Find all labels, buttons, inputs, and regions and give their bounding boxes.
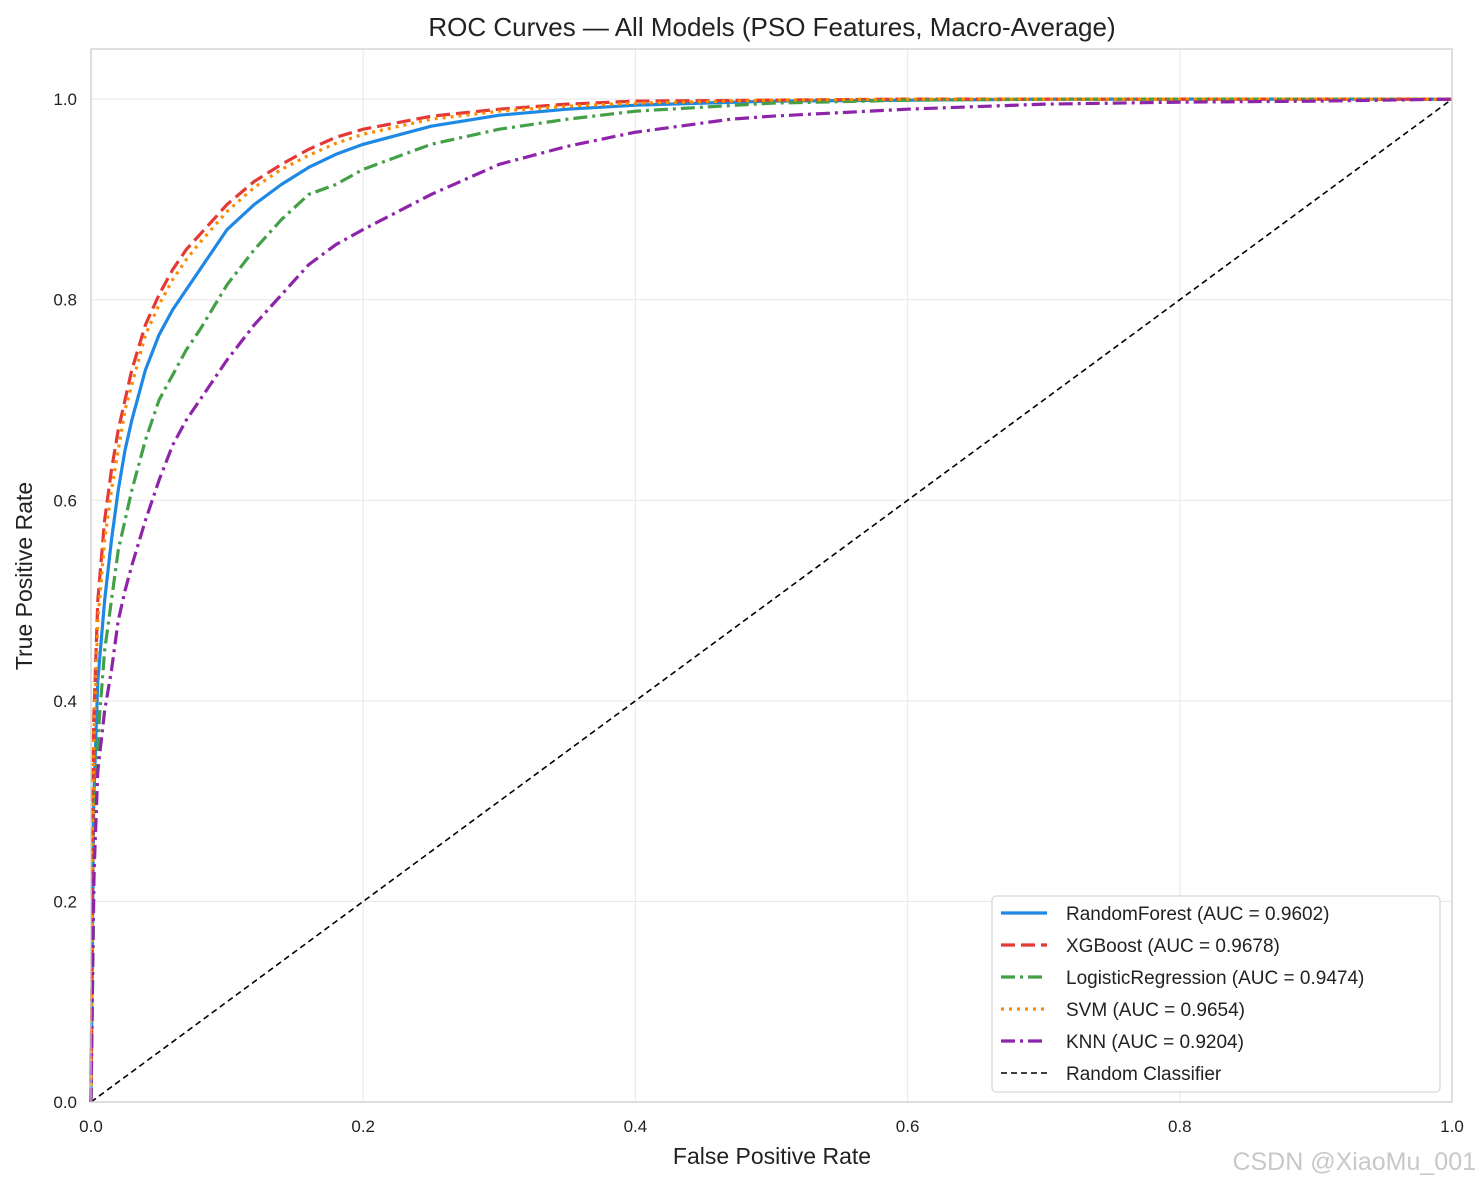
x-tick-label: 1.0 xyxy=(1440,1117,1464,1136)
series-line-1 xyxy=(89,97,1452,1103)
series-line-2 xyxy=(89,97,1452,1103)
legend-label: KNN (AUC = 0.9204) xyxy=(1066,1032,1244,1053)
legend-label: SVM (AUC = 0.9654) xyxy=(1066,1000,1245,1021)
grid xyxy=(90,49,1453,1103)
y-tick-label: 0.4 xyxy=(53,692,77,711)
series-line-4 xyxy=(89,97,1453,1103)
x-tick-label: 0.2 xyxy=(351,1117,375,1136)
reference-line-layer xyxy=(90,98,1453,1103)
plot-frame xyxy=(90,48,1453,1103)
chart-title: ROC Curves — All Models (PSO Features, M… xyxy=(428,12,1115,42)
x-ticks: 0.0 0.2 0.4 0.6 0.8 1.0 xyxy=(79,1117,1464,1136)
series-layer xyxy=(89,97,1453,1103)
x-tick-label: 0.0 xyxy=(79,1117,103,1136)
x-axis-label: False Positive Rate xyxy=(673,1143,871,1169)
x-tick-label: 0.4 xyxy=(624,1117,648,1136)
legend-label: LogisticRegression (AUC = 0.9474) xyxy=(1066,968,1364,989)
y-tick-label: 0.0 xyxy=(53,1093,77,1112)
x-tick-label: 0.8 xyxy=(1168,1117,1192,1136)
x-tick-label: 0.6 xyxy=(896,1117,920,1136)
legend-label: XGBoost (AUC = 0.9678) xyxy=(1066,936,1280,957)
legend-label: RandomForest (AUC = 0.9602) xyxy=(1066,904,1329,925)
watermark-text: CSDN @XiaoMu_001 xyxy=(1232,1148,1476,1176)
legend: RandomForest (AUC = 0.9602) XGBoost (AUC … xyxy=(991,895,1441,1093)
y-axis-label: True Positive Rate xyxy=(11,482,37,670)
y-tick-label: 1.0 xyxy=(53,90,77,109)
y-ticks: 0.0 0.2 0.4 0.6 0.8 1.0 xyxy=(53,90,77,1112)
legend-label: Random Classifier xyxy=(1066,1064,1222,1085)
legend-box xyxy=(991,895,1441,1093)
y-tick-label: 0.2 xyxy=(53,892,77,911)
y-tick-label: 0.8 xyxy=(53,291,77,310)
y-tick-label: 0.6 xyxy=(53,491,77,510)
reference-line xyxy=(90,98,1453,1103)
